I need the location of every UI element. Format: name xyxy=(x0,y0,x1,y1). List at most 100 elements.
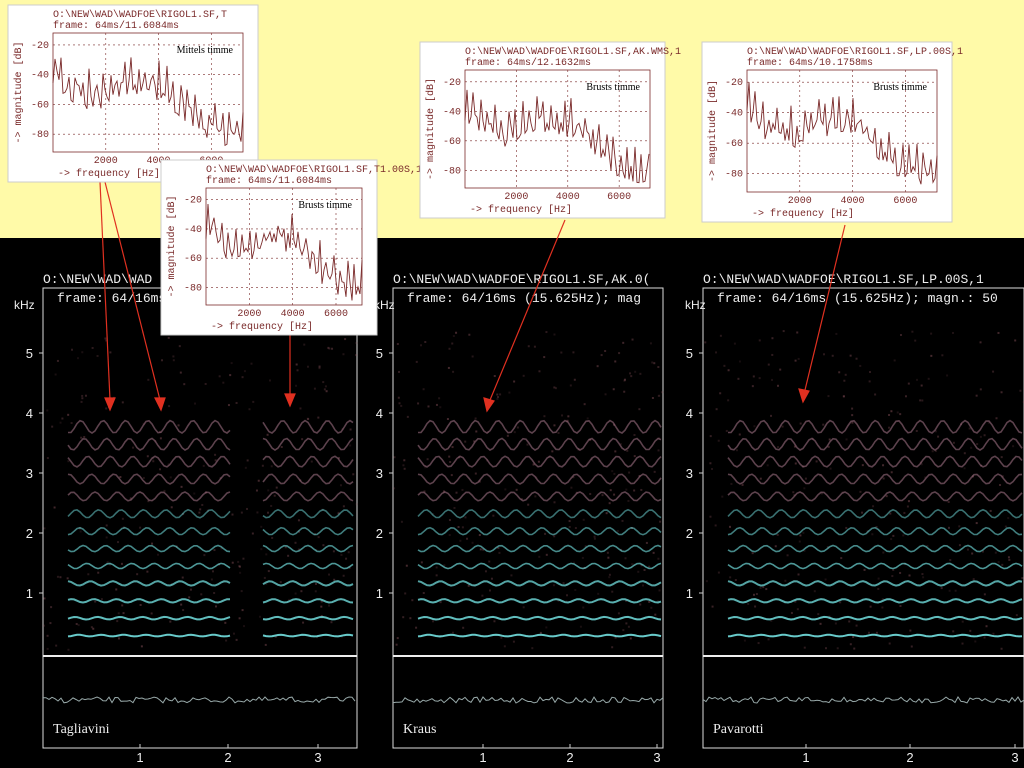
noise xyxy=(479,548,482,551)
noise xyxy=(537,460,540,463)
noise xyxy=(159,437,162,440)
y-tick-label: 4 xyxy=(376,406,383,421)
noise xyxy=(1004,525,1007,528)
noise xyxy=(625,599,628,602)
noise xyxy=(999,483,1002,486)
noise xyxy=(551,450,554,453)
harmonic xyxy=(417,508,662,519)
noise xyxy=(797,357,800,360)
noise xyxy=(934,450,937,453)
noise xyxy=(409,617,412,620)
noise xyxy=(527,503,530,506)
noise xyxy=(231,513,234,516)
noise xyxy=(1015,614,1018,617)
noise xyxy=(827,445,830,448)
y-tick-label: 1 xyxy=(686,586,693,601)
noise xyxy=(80,436,83,439)
noise xyxy=(415,626,418,629)
noise xyxy=(842,395,845,398)
harmonic xyxy=(417,473,662,485)
noise xyxy=(888,642,891,645)
noise xyxy=(971,552,974,555)
noise xyxy=(320,600,323,603)
noise xyxy=(915,429,918,432)
x-tick-label: 4000 xyxy=(841,196,865,207)
noise xyxy=(659,520,662,523)
noise xyxy=(121,604,124,607)
noise xyxy=(81,351,84,354)
noise xyxy=(115,588,118,591)
harmonic xyxy=(417,455,662,468)
noise xyxy=(790,611,793,614)
x-tick-label: 6000 xyxy=(324,309,348,320)
inset-path: O:\NEW\WAD\WADFOE\RIGOL1.SF,T xyxy=(53,9,227,21)
noise xyxy=(132,446,135,449)
noise xyxy=(318,367,321,370)
noise xyxy=(224,621,227,624)
noise xyxy=(202,464,205,467)
noise xyxy=(611,590,614,593)
noise xyxy=(717,571,720,574)
noise xyxy=(758,377,761,380)
noise xyxy=(826,546,829,549)
noise xyxy=(270,465,273,468)
noise xyxy=(723,364,726,367)
harmonic xyxy=(67,544,354,553)
noise xyxy=(117,612,120,615)
harmonic xyxy=(727,615,1023,621)
noise xyxy=(596,365,599,368)
noise xyxy=(852,636,855,639)
noise xyxy=(348,566,351,569)
noise xyxy=(902,534,905,537)
noise xyxy=(966,548,969,551)
noise xyxy=(500,636,503,639)
noise xyxy=(462,626,465,629)
noise xyxy=(604,350,607,353)
arrow-head xyxy=(483,397,495,413)
noise xyxy=(553,424,556,427)
noise xyxy=(246,459,249,462)
noise xyxy=(573,378,576,381)
noise xyxy=(648,565,651,568)
noise xyxy=(182,609,185,612)
noise xyxy=(624,557,627,560)
noise xyxy=(824,578,827,581)
noise xyxy=(424,466,427,469)
noise xyxy=(43,597,46,600)
harmonic xyxy=(67,508,354,519)
noise xyxy=(891,575,894,578)
noise xyxy=(235,401,238,404)
noise xyxy=(869,605,872,608)
noise xyxy=(803,487,806,490)
noise xyxy=(543,415,546,418)
harmonic xyxy=(727,455,1023,468)
noise xyxy=(853,647,856,650)
noise xyxy=(638,408,641,411)
noise xyxy=(784,579,787,582)
noise xyxy=(926,545,929,548)
noise xyxy=(613,472,616,475)
y-tick-label: -40 xyxy=(725,109,743,120)
singer-name: Kraus xyxy=(403,722,436,737)
noise xyxy=(471,355,474,358)
noise xyxy=(96,354,99,357)
spectrum-curve xyxy=(52,57,244,147)
noise xyxy=(904,395,907,398)
noise xyxy=(815,460,818,463)
noise xyxy=(844,373,847,376)
noise xyxy=(484,570,487,573)
arrow xyxy=(104,181,161,401)
noise xyxy=(921,573,924,576)
noise xyxy=(435,566,438,569)
noise xyxy=(747,602,750,605)
noise xyxy=(579,625,582,628)
noise xyxy=(317,416,320,419)
noise xyxy=(975,522,978,525)
noise xyxy=(793,445,796,448)
spectrum-curve xyxy=(464,89,650,184)
noise xyxy=(637,570,640,573)
noise xyxy=(618,352,621,355)
noise xyxy=(793,494,796,497)
noise xyxy=(306,365,309,368)
noise xyxy=(909,629,912,632)
